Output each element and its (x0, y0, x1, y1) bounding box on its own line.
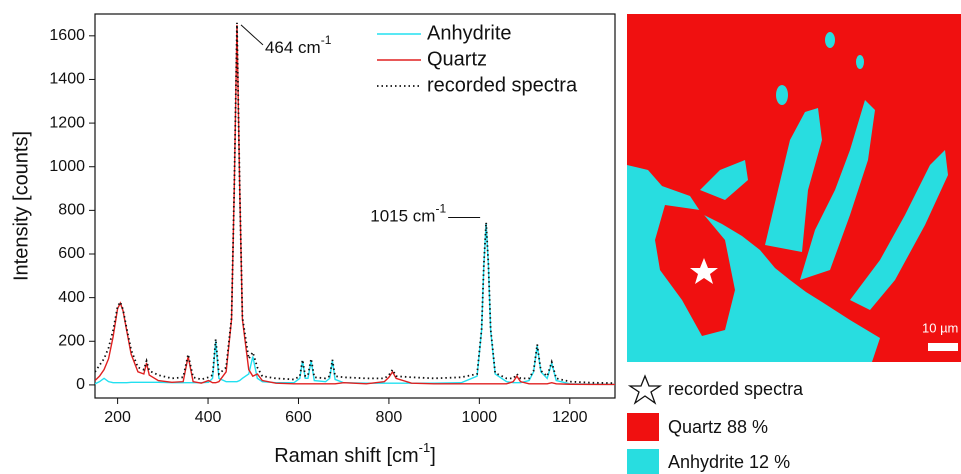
map-star (690, 258, 718, 284)
x-tick-label: 400 (195, 409, 222, 426)
y-tick-label: 1200 (49, 114, 85, 131)
anhydrite-spot (856, 55, 864, 69)
plot-frame (94, 13, 616, 399)
x-tick-label: 1200 (552, 409, 588, 426)
annotation-text: 1015 cm (370, 207, 435, 226)
x-axis-label-sup: -1 (419, 440, 431, 455)
legend-label: Quartz (427, 48, 487, 70)
y-tick-label: 200 (58, 332, 85, 349)
map-legend-label: Anhydrite 12 % (668, 452, 790, 472)
map-legend-label: Quartz 88 % (668, 417, 768, 437)
anhydrite-spot (776, 85, 788, 105)
y-axis-label: Intensity [counts] (10, 131, 32, 281)
annotation: 1015 cm-1 (370, 202, 446, 226)
x-axis-label-text: Raman shift [cm (274, 445, 418, 467)
legend-star (627, 374, 663, 405)
y-tick-label: 1000 (49, 158, 85, 175)
y-tick-label: 600 (58, 245, 85, 262)
x-tick-label: 800 (376, 409, 403, 426)
annotation-sup: -1 (435, 202, 446, 216)
y-tick-label: 0 (76, 376, 85, 393)
series-line (95, 223, 615, 386)
legend-label: Anhydrite (427, 22, 512, 44)
annotation: 464 cm-1 (265, 33, 332, 57)
map-legend-label: recorded spectra (668, 379, 804, 399)
anhydrite-vein (800, 100, 875, 280)
anhydrite-vein (850, 150, 948, 310)
y-tick-label: 1600 (49, 27, 85, 44)
scale-bar (928, 343, 958, 351)
legend-swatch (627, 449, 659, 474)
legend-label: recorded spectra (427, 74, 578, 96)
annotation-sup: -1 (321, 33, 332, 47)
x-axis-label-end: ] (430, 445, 436, 467)
legend-swatch (627, 413, 659, 441)
x-tick-label: 1000 (462, 409, 498, 426)
y-tick-label: 800 (58, 202, 85, 219)
annotation-text: 464 cm (265, 38, 321, 57)
phase-map: 10 µm (627, 14, 961, 362)
anhydrite-vein (765, 108, 822, 252)
x-axis-label: Raman shift [cm-1] (274, 440, 436, 467)
anhydrite-vein (700, 160, 748, 200)
y-tick-label: 1400 (49, 71, 85, 88)
y-tick-label: 400 (58, 289, 85, 306)
scale-bar-label: 10 µm (922, 320, 958, 335)
annotation-leader (240, 24, 264, 46)
anhydrite-spot (825, 32, 835, 48)
x-tick-label: 600 (285, 409, 312, 426)
plot-area (95, 22, 615, 386)
x-tick-label: 200 (104, 409, 131, 426)
